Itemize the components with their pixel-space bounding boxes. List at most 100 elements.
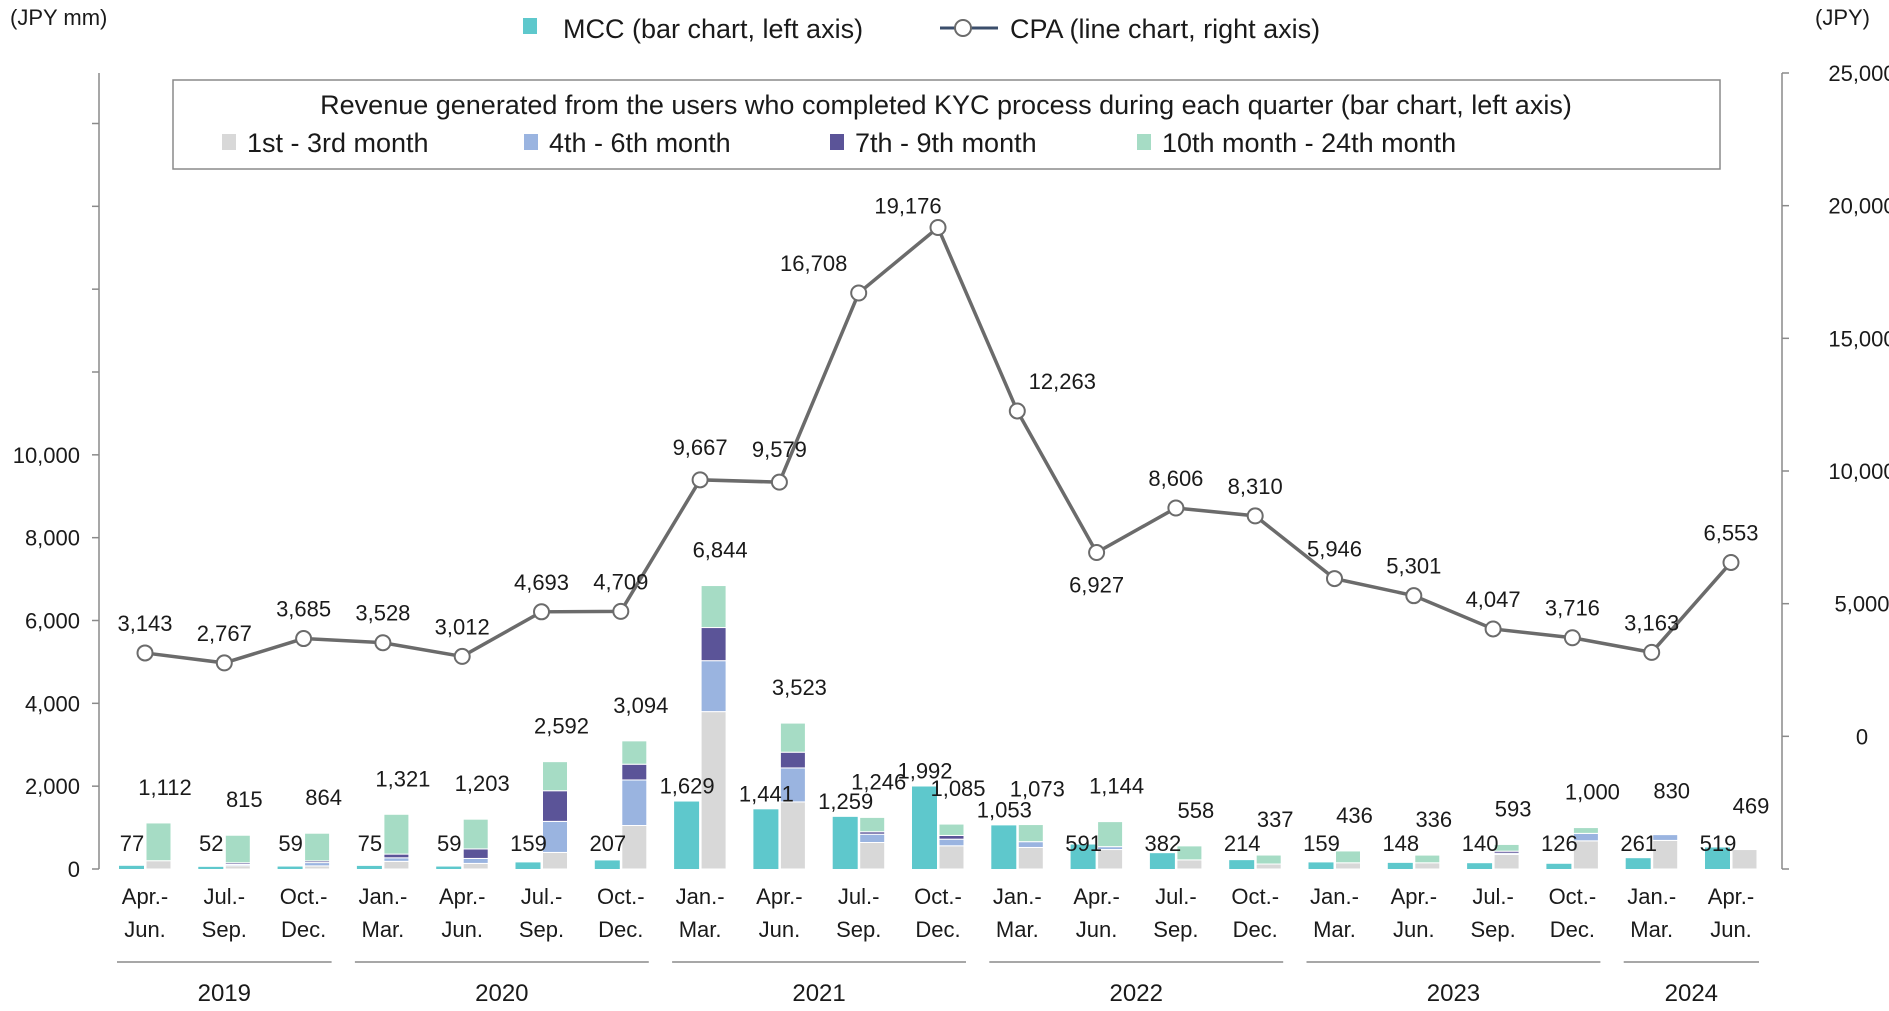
category-label-line2: Sep. — [202, 917, 247, 942]
mcc-value-label: 207 — [589, 831, 626, 856]
revenue-stack-segment — [1414, 862, 1441, 870]
cpa-marker — [1722, 553, 1740, 571]
top-legend: MCC (bar chart, left axis) CPA (line cha… — [523, 14, 1320, 44]
revenue-stack-segment — [462, 857, 489, 864]
category-label-line2: Dec. — [915, 917, 960, 942]
cpa-value-label: 16,708 — [780, 251, 847, 276]
category-label-line2: Mar. — [1313, 917, 1356, 942]
mcc-bar — [1387, 862, 1413, 869]
cpa-value-label: 8,310 — [1228, 474, 1283, 499]
mcc-value-label: 148 — [1382, 831, 1419, 856]
revenue-stack-segment — [938, 838, 965, 847]
revenue-total-label: 1,112 — [138, 775, 191, 800]
category-label-line1: Oct.- — [1231, 884, 1279, 909]
category-label-line1: Jan.- — [358, 884, 407, 909]
revenue-stack-segment — [1097, 821, 1124, 848]
revenue-total-label: 1,085 — [930, 776, 985, 801]
cpa-value-label: 3,163 — [1624, 610, 1679, 635]
revenue-stack-segment — [383, 857, 410, 862]
cpa-value-label: 6,927 — [1069, 573, 1124, 598]
cpa-value-label: 3,528 — [355, 601, 410, 626]
axes: 0 2,000 4,000 6,000 8,000 10,000 0 5,000 10,000… — [13, 61, 1889, 882]
revenue-stack-segment — [1255, 854, 1282, 865]
cpa-marker — [691, 471, 709, 489]
mcc-value-label: 75 — [358, 831, 382, 856]
kyc-legend-swatch — [222, 134, 236, 150]
mcc-bar — [594, 860, 620, 869]
mcc-bar — [1546, 863, 1572, 869]
category-label-line1: Oct.- — [914, 884, 962, 909]
year-label: 2021 — [792, 980, 845, 1007]
mcc-value-label: 214 — [1224, 831, 1261, 856]
cpa-value-label: 8,606 — [1148, 466, 1203, 491]
revenue-stack-segment — [700, 627, 727, 662]
revenue-stack-segment — [462, 862, 489, 870]
left-tick-label: 6,000 — [25, 609, 80, 634]
cpa-marker — [1643, 643, 1661, 661]
mcc-value-label: 59 — [437, 831, 461, 856]
kyc-legend-frame — [172, 79, 1721, 170]
mcc-bar — [1149, 853, 1175, 869]
revenue-total-label: 1,246 — [851, 769, 906, 794]
category-label-line2: Sep. — [836, 917, 881, 942]
cpa-value-label: 2,767 — [197, 621, 252, 646]
kyc-legend-label: 4th - 6th month — [549, 128, 731, 158]
left-tick-label: 8,000 — [25, 526, 80, 551]
category-label-line1: Jul.- — [838, 884, 880, 909]
mcc-value-label: 1,629 — [660, 774, 715, 799]
mcc-value-label: 261 — [1620, 831, 1657, 856]
revenue-total-label: 864 — [305, 785, 342, 810]
category-label-line2: Mar. — [362, 917, 405, 942]
mcc-value-label: 159 — [1303, 831, 1340, 856]
cpa-marker — [1326, 570, 1343, 588]
revenue-stack-segment — [1493, 843, 1520, 852]
cpa-value-label: 19,176 — [874, 194, 941, 219]
revenue-stack-segment — [621, 779, 648, 827]
category-label-line1: Oct.- — [1549, 884, 1597, 909]
cpa-value-label: 9,667 — [673, 435, 728, 460]
category-label-line2: Jun. — [1393, 917, 1435, 942]
category-label-line1: Jan.- — [993, 884, 1042, 909]
revenue-stack-segment — [621, 740, 648, 765]
category-label-line1: Apr.- — [439, 884, 485, 909]
revenue-stack-segment — [1652, 839, 1679, 870]
cpa-marker — [1246, 507, 1264, 525]
mcc-bar — [753, 809, 779, 869]
left-tick-label: 0 — [68, 857, 80, 882]
cpa-marker — [215, 654, 233, 672]
category-label-line2: Sep. — [1153, 917, 1198, 942]
category-label-line1: Oct.- — [597, 884, 645, 909]
revenue-total-label: 469 — [1733, 794, 1770, 819]
revenue-stack-segment — [700, 660, 727, 713]
mcc-value-label: 519 — [1700, 831, 1737, 856]
mcc-value-label: 52 — [199, 831, 223, 856]
mcc-value-label: 1,992 — [897, 758, 952, 783]
cpa-marker — [612, 602, 630, 620]
revenue-total-label: 815 — [226, 787, 263, 812]
revenue-stack-segment — [1493, 854, 1520, 870]
right-tick-label: 10,000 — [1828, 459, 1889, 484]
category-label-line1: Oct.- — [280, 884, 328, 909]
category-label-line2: Mar. — [1630, 917, 1673, 942]
mcc-bar — [912, 786, 937, 869]
year-label: 2024 — [1665, 980, 1718, 1007]
cpa-value-label: 6,553 — [1703, 520, 1758, 545]
revenue-stack-segment — [779, 751, 806, 769]
cpa-marker — [533, 603, 550, 621]
mcc-value-label: 159 — [510, 831, 547, 856]
cpa-value-label: 5,301 — [1386, 554, 1441, 579]
mcc-bar — [1308, 862, 1334, 869]
revenue-total-label: 1,000 — [1565, 780, 1620, 805]
category-label-line2: Mar. — [996, 917, 1039, 942]
revenue-stack-segment — [1572, 827, 1599, 834]
revenue-stack-segment — [1176, 859, 1203, 870]
mcc-value-label: 1,053 — [977, 797, 1032, 822]
revenue-total-label: 1,073 — [1010, 777, 1065, 802]
mcc-bar — [1625, 858, 1651, 869]
right-unit-label: (JPY) — [1815, 5, 1870, 30]
revenue-stack-segment — [383, 853, 410, 859]
mcc-bar — [1070, 844, 1096, 869]
kyc-legend-swatch — [1137, 134, 1151, 150]
category-label-line1: Jul.- — [521, 884, 563, 909]
